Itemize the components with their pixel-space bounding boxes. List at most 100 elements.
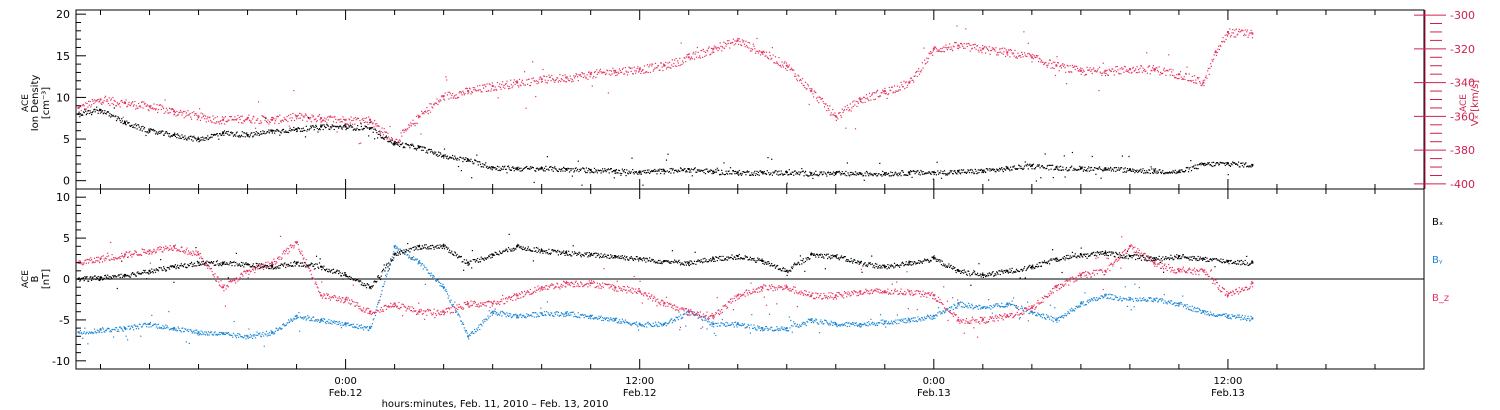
velocity-sample [815,97,818,99]
density-sample [527,168,529,170]
velocity-sample [552,78,554,80]
density-sample [738,174,740,176]
density-sample [1103,168,1105,170]
density-sample [693,169,695,171]
velocity-sample [540,76,542,78]
velocity-sample [1160,72,1162,75]
velocity-sample [294,114,296,116]
density-sample [224,132,226,134]
velocity-sample [143,101,145,103]
velocity-sample [96,99,98,101]
density-sample [901,170,903,172]
velocity-sample [546,82,548,84]
by-sample [579,314,582,316]
by-sample [1247,315,1249,317]
density-sample [776,173,778,175]
density-sample [350,125,352,127]
density-sample [1209,164,1211,166]
velocity-sample [601,72,603,74]
velocity-sample [420,133,422,135]
by-sample [564,315,566,317]
by-sample [1193,308,1195,310]
velocity-sample [231,119,233,121]
density-sample [104,112,107,115]
by-sample [1065,315,1067,317]
density-sample [133,124,135,126]
by-sample [296,317,298,319]
velocity-sample [254,127,257,129]
density-sample [1026,165,1028,167]
velocity-sample [338,119,340,121]
density-sample [577,160,579,162]
density-sample [343,124,346,126]
density-sample [871,174,873,176]
density-sample [531,166,533,168]
by-sample [427,269,429,271]
density-sample [83,112,85,114]
by-sample [260,335,262,337]
by-sample [870,318,872,320]
density-sample [574,168,576,170]
velocity-sample [1149,65,1151,67]
velocity-sample [746,45,748,47]
by-sample [492,312,494,315]
by-sample [1146,300,1148,302]
by-sample [1158,299,1160,301]
density-sample [1179,171,1182,173]
velocity-sample [276,116,278,118]
by-sample [417,263,419,265]
velocity-sample [490,88,493,90]
density-sample [196,138,198,140]
velocity-sample [676,65,678,67]
by-sample [198,332,200,334]
velocity-sample [412,119,414,121]
velocity-sample [663,63,665,65]
velocity-sample [240,122,243,124]
by-sample [1014,305,1016,307]
by-sample [421,263,423,265]
by-sample [1090,299,1092,301]
density-sample [646,172,648,174]
density-sample [479,161,481,163]
velocity-sample [284,118,286,120]
by-sample [182,327,184,329]
by-sample [182,331,185,333]
density-sample [1162,169,1164,172]
density-sample [1153,168,1155,170]
by-sample [438,281,440,283]
by-sample [93,328,96,330]
velocity-sample [969,50,971,52]
by-sample [91,331,93,334]
density-sample [1000,168,1002,170]
density-sample [934,171,936,173]
velocity-sample [634,70,636,72]
density-sample [1177,171,1179,173]
velocity-sample [1107,74,1109,76]
by-sample [734,321,736,324]
velocity-sample [674,65,676,67]
velocity-sample [180,111,182,113]
density-sample [85,110,87,112]
density-sample [722,173,724,175]
by-sample [159,327,161,329]
velocity-sample [573,75,575,77]
density-sample [1057,169,1059,171]
velocity-sample [268,121,271,123]
density-sample [510,169,512,171]
by-sample [225,332,227,334]
velocity-sample [900,81,902,83]
by-sample [741,323,743,325]
velocity-sample [214,117,216,119]
density-sample [113,107,115,109]
density-sample [344,124,346,126]
velocity-sample [654,62,657,64]
by-sample [463,327,465,329]
density-sample [1143,170,1146,172]
density-sample [1065,168,1067,170]
velocity-sample [190,118,193,120]
density-sample [1060,165,1062,167]
by-sample [233,320,235,323]
by-sample [859,326,861,328]
velocity-sample [865,98,867,100]
by-sample [288,321,290,323]
